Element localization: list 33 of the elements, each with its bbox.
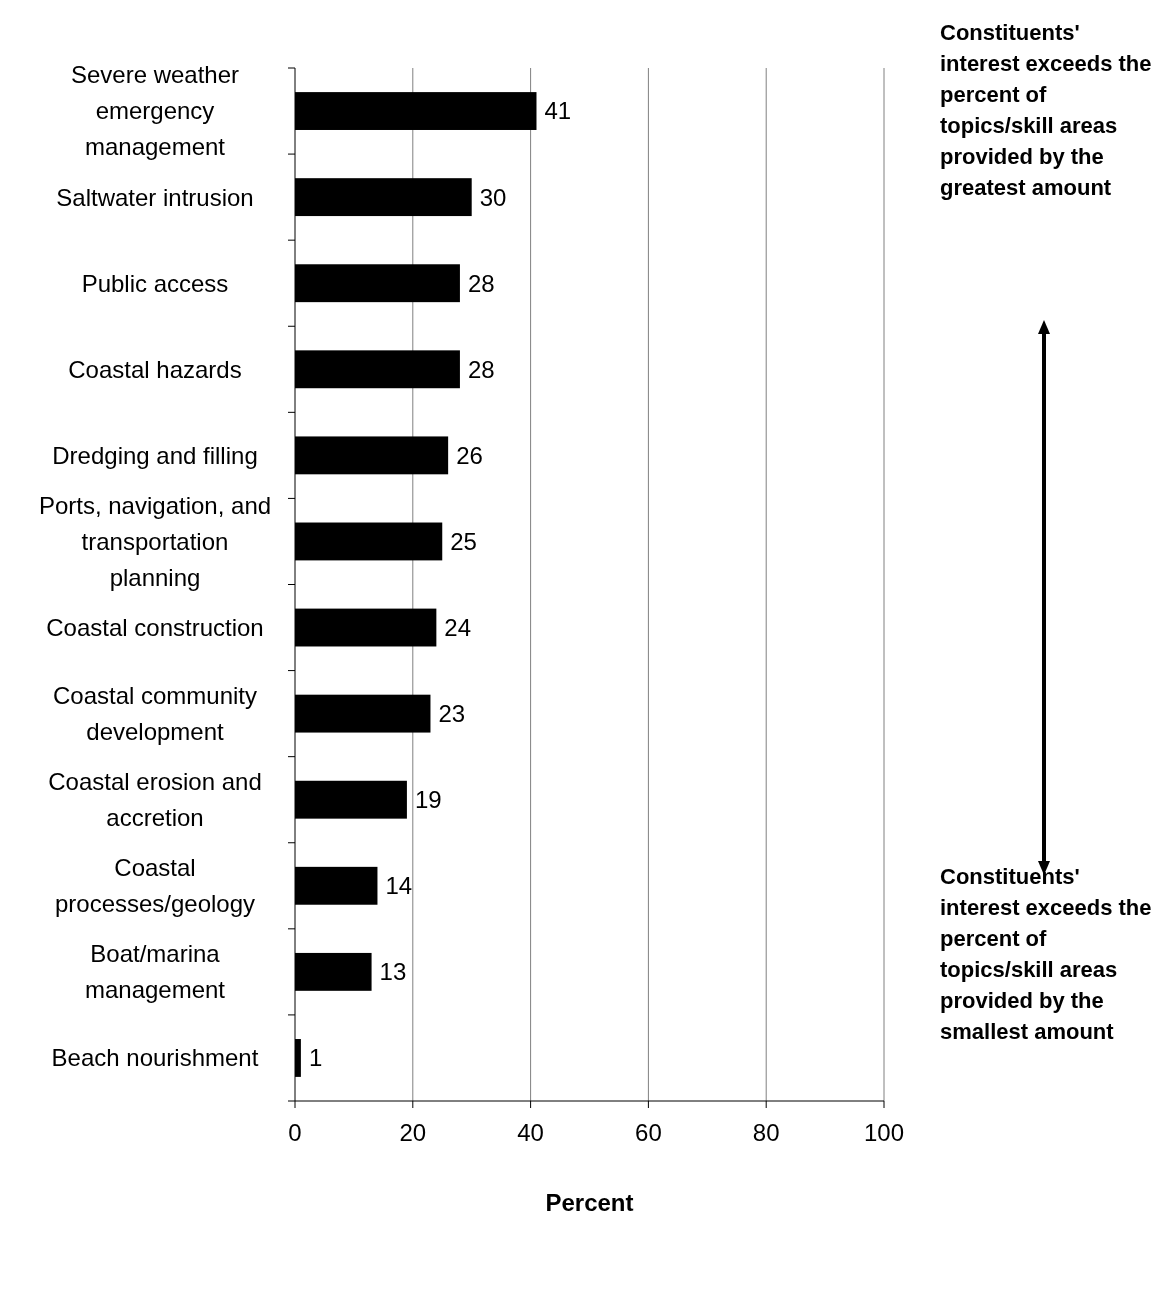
y-tick-label: Ports, navigation, and transportation planning <box>38 491 272 591</box>
x-axis-title: Percent <box>545 1189 634 1216</box>
data-label: 1 <box>308 1044 323 1072</box>
y-tick-label: Coastal hazards <box>68 355 242 383</box>
y-tick-label: Dredging and filling <box>52 441 258 469</box>
y-tick-label: Coastal construction <box>46 613 264 641</box>
y-tick-label: Public access <box>81 269 229 297</box>
y-tick-label: Boat/marina management <box>84 940 226 1004</box>
text: Constituents' interest exceeds the percent of topics/skill areas provided by the greatest amount <box>940 20 1152 200</box>
x-tick-label: 100 <box>863 1119 905 1146</box>
text: Constituents' interest exceeds the percent of topics/skill areas provided by the smallest amount <box>940 864 1152 1044</box>
data-label: 28 <box>467 269 495 297</box>
y-tick-label: Coastal community development <box>52 682 258 746</box>
x-tick-label: 60 <box>635 1119 662 1146</box>
data-label: 19 <box>414 786 442 814</box>
data-label: 30 <box>479 183 507 211</box>
data-label: 24 <box>444 613 472 641</box>
y-tick-label: Severe weather emergency management <box>70 61 240 161</box>
y-tick-label: Beach nourishment <box>51 1044 259 1072</box>
x-tick-label: 0 <box>288 1119 302 1146</box>
y-tick-label: Coastal erosion and accretion <box>48 768 262 832</box>
data-label: 14 <box>385 872 413 900</box>
y-tick-label: Saltwater intrusion <box>56 183 254 211</box>
x-tick-label: 40 <box>517 1119 544 1146</box>
y-tick-label: Coastal processes/geology <box>54 854 256 918</box>
data-label: 28 <box>467 355 495 383</box>
data-label: 23 <box>438 700 466 728</box>
x-tick-label: 80 <box>752 1119 780 1146</box>
data-label: 25 <box>450 527 477 555</box>
x-tick-label: 20 <box>399 1119 427 1146</box>
data-label: 26 <box>456 441 483 469</box>
data-label: 13 <box>379 958 407 986</box>
data-label: 41 <box>544 97 572 125</box>
